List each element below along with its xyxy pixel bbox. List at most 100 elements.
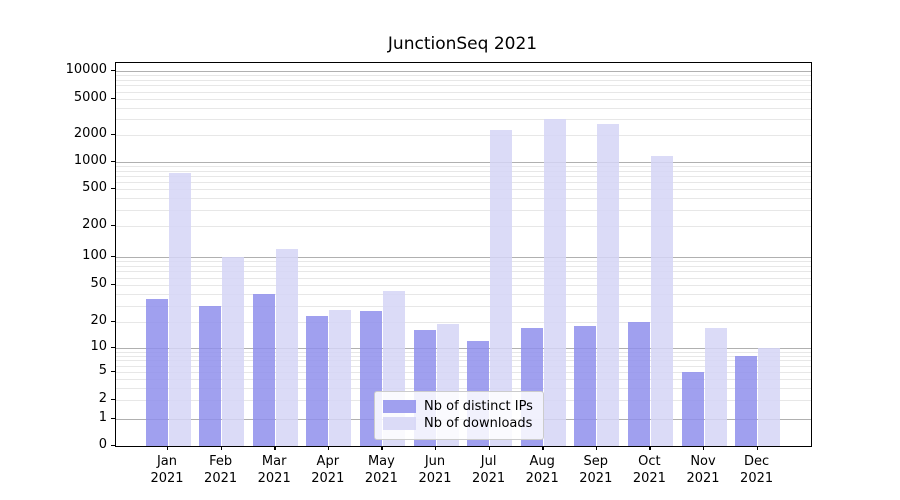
x-tick-mark	[756, 446, 758, 451]
y-gridline	[116, 322, 811, 323]
y-tick-label: 0	[98, 437, 107, 452]
legend-row: Nb of distinct IPs	[383, 399, 533, 414]
y-tick-label: 100	[82, 248, 107, 263]
bar-distinct-ips	[252, 294, 275, 446]
y-tick-label: 200	[82, 217, 107, 232]
x-tick-label: Oct 2021	[632, 454, 666, 486]
y-gridline	[116, 277, 811, 279]
legend-label: Nb of downloads	[424, 416, 533, 431]
bar-distinct-ips	[681, 372, 704, 446]
y-gridline	[116, 261, 811, 263]
bar-downloads	[275, 248, 298, 446]
y-gridline	[116, 360, 811, 362]
bar-downloads	[650, 156, 673, 446]
x-tick-mark	[327, 446, 330, 451]
legend: Nb of distinct IPs Nb of downloads	[374, 391, 544, 440]
bar-downloads	[543, 119, 566, 446]
x-tick-label: Jan 2021	[150, 454, 184, 486]
bar-downloads	[704, 328, 727, 446]
y-gridline	[116, 135, 811, 136]
legend-label: Nb of distinct IPs	[424, 399, 533, 414]
chart-title: JunctionSeq 2021	[387, 34, 538, 54]
plot-area	[115, 62, 812, 447]
y-tick-mark	[111, 225, 115, 227]
y-tick-mark	[111, 399, 115, 401]
y-gridline	[116, 348, 811, 349]
x-tick-mark	[435, 446, 437, 451]
y-tick-mark	[111, 321, 115, 323]
y-gridline	[116, 75, 811, 77]
y-tick-label: 20	[90, 313, 107, 328]
y-gridline	[116, 162, 811, 163]
y-tick-label: 5000	[73, 90, 107, 105]
y-tick-mark	[111, 256, 115, 258]
y-tick-mark	[111, 417, 115, 419]
bar-downloads	[758, 348, 781, 446]
y-gridline	[116, 266, 811, 267]
y-tick-label: 1	[98, 409, 107, 425]
x-tick-mark	[488, 446, 490, 451]
y-gridline	[116, 351, 811, 353]
x-tick-label: Sep 2021	[579, 454, 613, 486]
y-tick-label: 5	[98, 363, 107, 378]
x-tick-mark	[167, 446, 169, 451]
x-tick-label: Jul 2021	[472, 454, 506, 486]
y-tick-mark	[111, 347, 115, 349]
y-gridline	[116, 226, 811, 227]
y-gridline	[116, 91, 811, 93]
y-gridline	[116, 85, 811, 87]
y-tick-mark	[111, 445, 115, 447]
y-gridline	[116, 80, 811, 81]
x-tick-mark	[542, 446, 544, 451]
y-tick-label: 50	[90, 276, 107, 291]
x-tick-label: May 2021	[364, 454, 398, 486]
y-gridline	[116, 119, 811, 121]
x-tick-mark	[649, 446, 651, 451]
y-gridline	[116, 170, 811, 172]
y-tick-mark	[111, 371, 115, 373]
y-tick-label: 2000	[73, 126, 107, 141]
y-gridline	[116, 257, 811, 258]
y-tick-label: 1000	[73, 153, 107, 168]
x-tick-label: Mar 2021	[257, 454, 291, 486]
y-tick-mark	[111, 161, 115, 163]
x-tick-mark	[703, 446, 705, 451]
x-tick-label: Apr 2021	[311, 454, 345, 486]
y-tick-label: 500	[82, 180, 107, 195]
y-gridline	[116, 198, 811, 199]
legend-swatch-icon	[383, 417, 416, 430]
y-tick-mark	[111, 134, 115, 136]
y-gridline	[116, 355, 811, 357]
x-tick-mark	[220, 446, 222, 451]
y-tick-label: 10000	[65, 62, 107, 77]
y-gridline	[116, 387, 811, 389]
y-gridline	[116, 209, 811, 211]
x-tick-mark	[595, 446, 598, 451]
y-tick-label: 2	[98, 391, 107, 406]
y-gridline	[116, 271, 811, 273]
y-gridline	[116, 372, 811, 373]
x-tick-mark	[381, 446, 383, 451]
bar-distinct-ips	[735, 355, 758, 446]
x-tick-mark	[274, 446, 276, 451]
y-gridline	[116, 285, 811, 286]
x-tick-label: Feb 2021	[204, 454, 238, 486]
y-tick-mark	[111, 98, 115, 100]
y-tick-mark	[111, 188, 115, 190]
bar-downloads	[168, 173, 191, 446]
bar-distinct-ips	[574, 325, 597, 446]
y-gridline	[116, 189, 811, 190]
legend-row: Nb of downloads	[383, 416, 533, 431]
y-gridline	[116, 166, 811, 168]
bar-downloads	[329, 309, 352, 446]
y-gridline	[116, 175, 811, 177]
x-tick-label: Jun 2021	[418, 454, 452, 486]
y-tick-label: 10	[90, 339, 107, 354]
bar-downloads	[222, 257, 245, 446]
y-gridline	[116, 99, 811, 100]
x-tick-label: Aug 2021	[525, 454, 559, 486]
y-tick-mark	[111, 284, 115, 286]
bar-distinct-ips	[306, 316, 329, 446]
bar-distinct-ips	[199, 305, 222, 446]
